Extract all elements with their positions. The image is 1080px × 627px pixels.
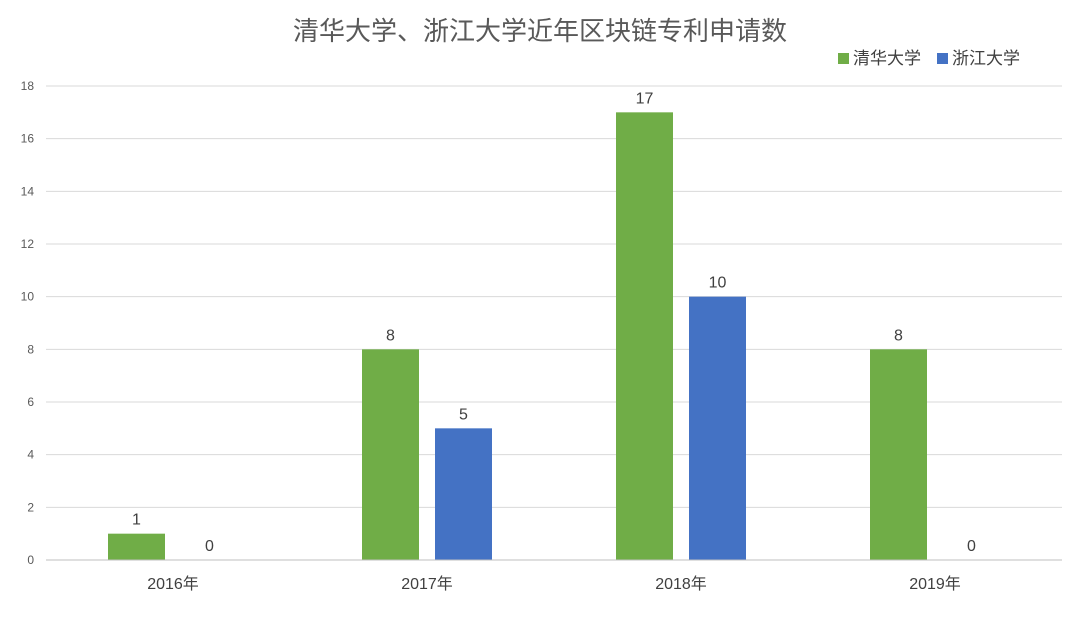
y-tick-label: 18 [21,79,35,93]
y-axis-ticks: 0 2 4 6 8 10 12 14 16 18 [21,79,35,567]
x-axis-ticks: 2016年 2017年 2018年 2019年 [147,575,961,593]
x-tick-label: 2019年 [909,575,961,593]
legend-swatch [937,53,948,64]
legend-label: 浙江大学 [952,49,1020,69]
x-tick-label: 2016年 [147,575,199,593]
y-tick-label: 14 [21,184,35,198]
bar-series-2-2 [689,296,746,560]
y-tick-label: 8 [27,342,34,356]
data-label: 8 [386,327,395,344]
data-label: 8 [894,327,903,344]
x-tick-label: 2018年 [655,575,707,593]
y-tick-label: 4 [27,448,34,462]
data-label: 1 [132,512,141,529]
data-label: 0 [967,538,976,555]
bar-series-1-1 [362,349,419,560]
bar-series-2-1 [435,428,492,560]
legend: 清华大学 浙江大学 [838,49,1020,69]
legend-swatch [838,53,849,64]
bar-series-1-3 [870,349,927,560]
data-label: 10 [709,275,727,292]
chart-title: 清华大学、浙江大学近年区块链专利申请数 [293,17,787,47]
data-label: 0 [205,538,214,555]
y-tick-label: 12 [21,237,35,251]
data-label: 5 [459,406,468,423]
bar-series-1-2 [616,112,673,560]
gridlines [46,85,1062,508]
x-tick-label: 2017年 [401,575,453,593]
y-tick-label: 2 [27,500,34,514]
y-tick-label: 0 [27,553,34,567]
y-tick-label: 10 [21,290,35,304]
y-tick-label: 16 [21,132,35,146]
bar-series-1-0 [108,533,165,560]
data-label: 17 [636,90,654,107]
y-tick-label: 6 [27,395,34,409]
bars [108,112,927,560]
legend-label: 清华大学 [853,49,921,69]
